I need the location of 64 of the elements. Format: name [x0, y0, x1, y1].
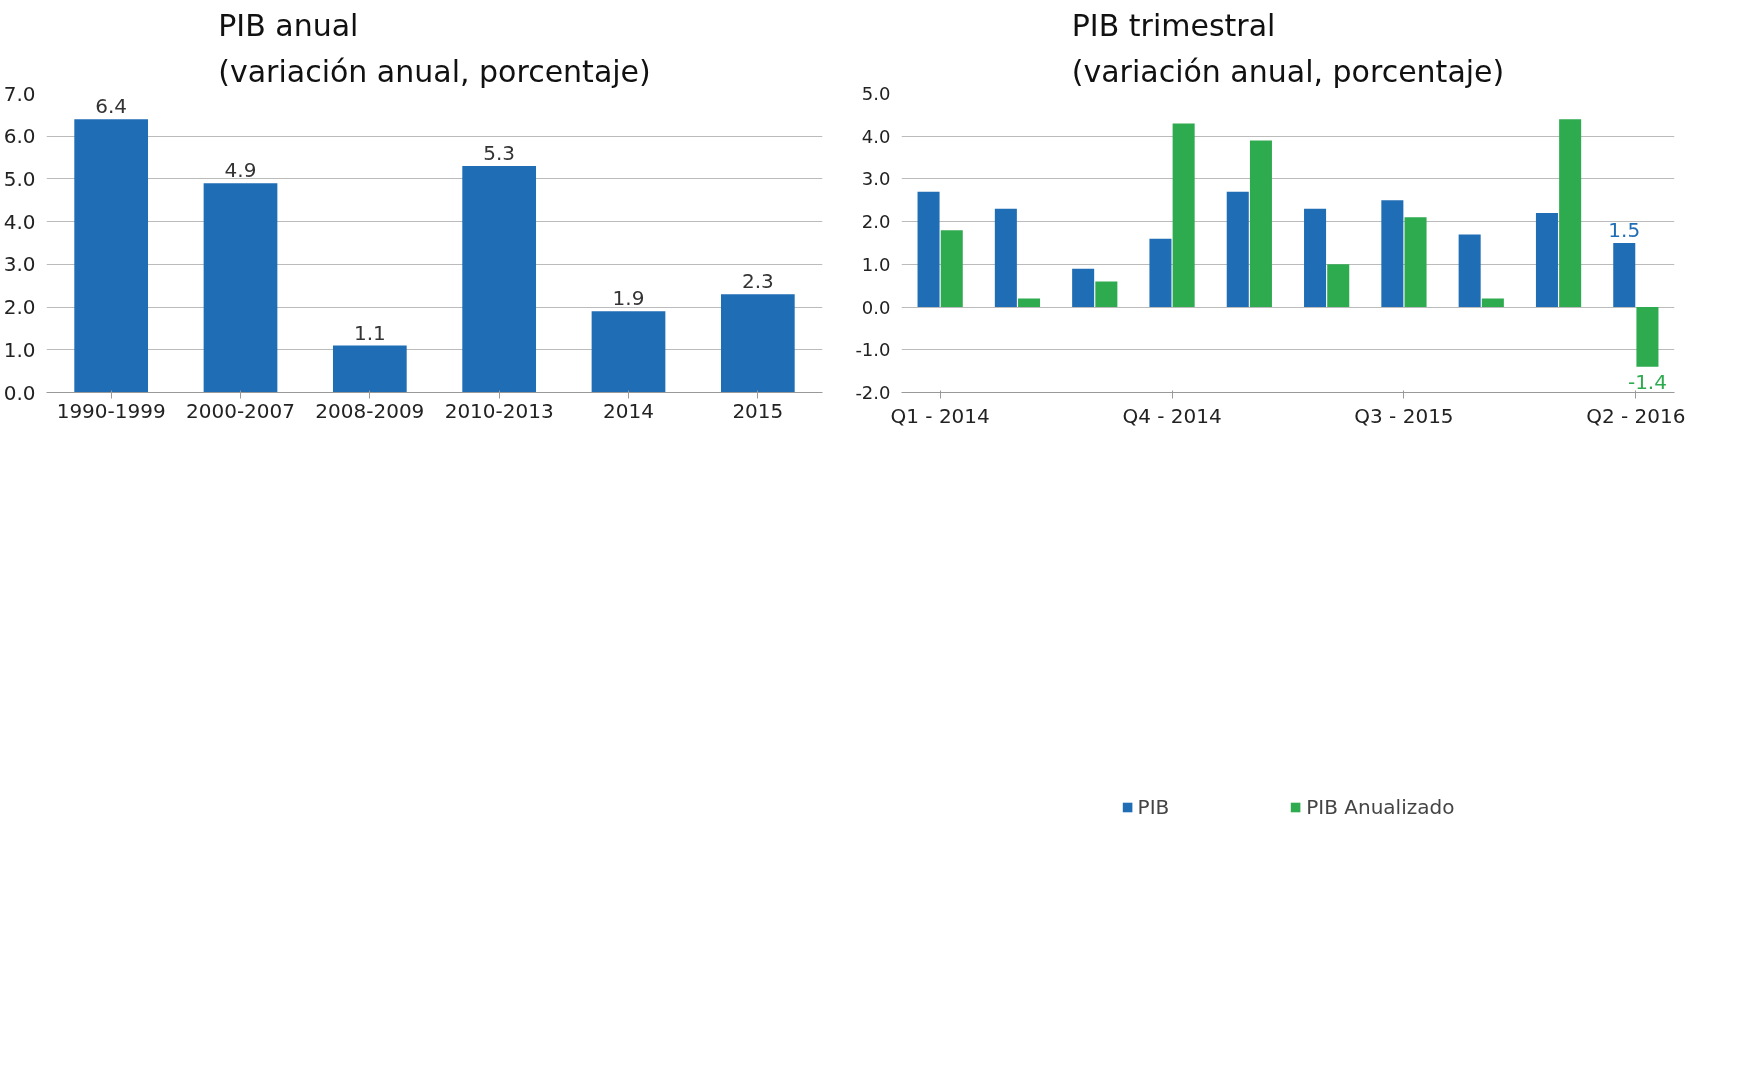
y-tick-label: 4.0 [861, 125, 891, 147]
bar [1095, 281, 1118, 308]
bar [1481, 298, 1504, 308]
bar [1458, 234, 1481, 308]
data-label: -1.4 [1627, 369, 1667, 394]
bar [994, 208, 1017, 308]
bar [1172, 123, 1195, 308]
bar [591, 311, 666, 393]
legend-label: PIB [1137, 794, 1170, 819]
legend-label: PIB Anualizado [1306, 794, 1455, 819]
y-tick-label: 2.0 [861, 211, 891, 233]
y-tick-label: 0.0 [861, 296, 891, 318]
bar [1327, 264, 1350, 308]
x-tick-label: 1990-1999 [56, 398, 166, 423]
y-tick-label: 5.0 [3, 166, 36, 191]
x-tick-label: 2015 [732, 398, 784, 423]
x-tick-label: 2000-2007 [185, 398, 296, 423]
y-tick-label: -2.0 [855, 382, 891, 403]
y-tick-label: -1.0 [855, 339, 891, 361]
x-tick-label: 2014 [603, 398, 654, 423]
bar [1018, 298, 1041, 308]
bar [203, 183, 278, 393]
x-tick-label: 2010-2013 [444, 398, 554, 423]
x-tick-label: Q3 - 2015 [1354, 403, 1454, 428]
y-tick-label: 5.0 [861, 83, 891, 104]
bar [1404, 217, 1427, 308]
bar [74, 119, 149, 393]
data-label: 4.9 [224, 158, 257, 183]
bar [332, 345, 407, 393]
bar [1072, 268, 1095, 308]
x-tick-label: Q4 - 2014 [1122, 403, 1222, 428]
bar [1559, 119, 1582, 308]
data-label: 5.3 [483, 141, 516, 166]
y-tick-label: 1.0 [861, 253, 891, 275]
bar [1636, 307, 1659, 367]
x-tick-label: 2008-2009 [315, 398, 425, 423]
data-label: 1.1 [353, 320, 386, 345]
y-tick-label: 7.0 [3, 81, 36, 106]
bar [917, 191, 940, 308]
chart-title: PIB anual (variación anual, porcentaje) [218, 8, 651, 89]
bar [1535, 213, 1558, 308]
bar [1381, 200, 1404, 308]
y-tick-label: 2.0 [3, 295, 36, 320]
y-tick-label: 6.0 [3, 124, 36, 149]
data-label: 1.5 [1608, 218, 1641, 242]
data-label: 1.9 [612, 286, 645, 311]
data-label: 6.4 [95, 94, 128, 119]
data-label: 2.3 [741, 269, 774, 294]
y-tick-label: 1.0 [3, 337, 36, 362]
x-tick-label: Q2 - 2016 [1586, 403, 1686, 428]
x-tick-label: Q1 - 2014 [890, 403, 990, 428]
y-tick-label: 3.0 [861, 168, 891, 190]
bar [1226, 191, 1249, 308]
y-tick-label: 3.0 [3, 252, 36, 277]
bar [1613, 243, 1636, 308]
bar [1249, 140, 1272, 308]
bar [720, 294, 795, 393]
y-tick-label: 4.0 [3, 209, 36, 234]
bar [1149, 238, 1172, 308]
y-tick-label: 0.0 [3, 380, 36, 405]
bar [462, 166, 537, 393]
chart-title: PIB trimestral (variación anual, porcentaje) [1071, 8, 1505, 89]
bar [940, 230, 963, 308]
bar [1304, 208, 1327, 308]
